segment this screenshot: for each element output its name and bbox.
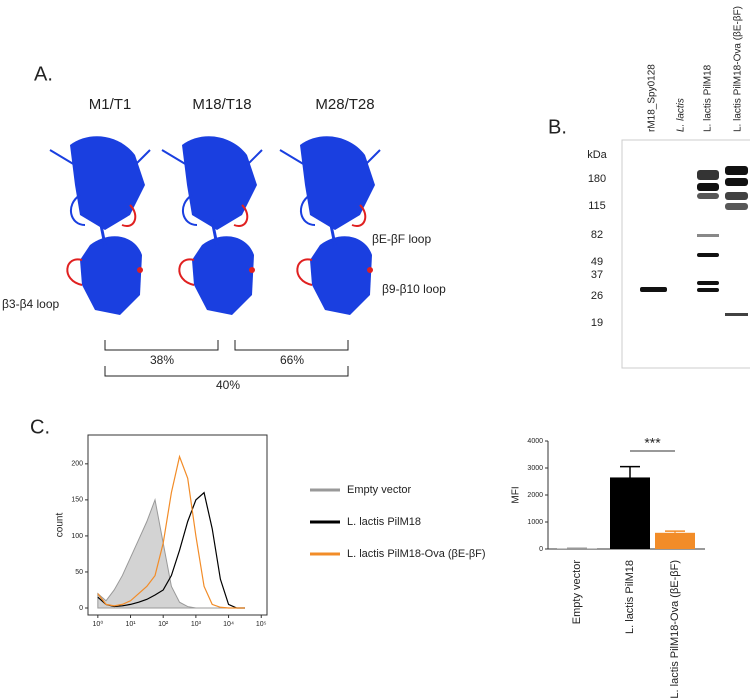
legend-label: L. lactis PilM18-Ova (βE-βF): [347, 548, 486, 560]
panel-label: C.: [30, 416, 50, 438]
y-tick-label: 3000: [527, 465, 543, 472]
x-tick-label: 10³: [191, 621, 202, 628]
x-tick-label: 10¹: [125, 621, 136, 628]
lane-label: L. lactis PilM18: [703, 64, 714, 132]
marker: 19: [591, 317, 603, 329]
structure: [48, 134, 152, 317]
y-axis-label: MFI: [511, 486, 522, 503]
x-tick-label: L. lactis PilM18-Ova (βE-βF): [669, 560, 681, 698]
marker: 49: [591, 256, 603, 268]
y-tick-label: 1000: [527, 519, 543, 526]
y-tick-label: 150: [71, 497, 83, 504]
identity: 40%: [216, 378, 240, 392]
lane-label: rM18_Spy0128: [647, 64, 658, 132]
x-tick-label: 10²: [158, 621, 169, 628]
y-tick-label: 0: [539, 546, 543, 553]
line: [97, 454, 245, 609]
loop-label: β3-β4 loop: [2, 297, 59, 311]
plot-frame: [87, 434, 268, 616]
bands: [640, 166, 748, 316]
marker: 180: [588, 173, 606, 185]
x-tick-label: 10⁵: [256, 621, 267, 628]
structure: [278, 134, 382, 317]
legend-label: Empty vector: [347, 484, 412, 496]
y-tick-label: 2000: [527, 492, 543, 499]
marker: 82: [591, 229, 603, 241]
bar: [610, 477, 650, 549]
error-bar: [665, 530, 685, 533]
identity: 38%: [150, 353, 174, 367]
structure: [160, 134, 264, 317]
marker: 37: [591, 269, 603, 281]
y-axis-label: count: [55, 513, 66, 538]
strain-label: M28/T28: [315, 96, 374, 113]
unit-label: kDa: [587, 149, 607, 161]
significance: ***: [644, 435, 661, 451]
y-tick-label: 200: [71, 461, 83, 468]
y-tick-label: 100: [71, 533, 83, 540]
x-tick-label: L. lactis PilM18: [624, 560, 636, 634]
marker: 115: [588, 200, 606, 212]
lane-label: L. lactis PilM18-Ova (βE-βF): [733, 6, 744, 132]
markers: 180 115 82 49 37 26 19: [588, 173, 606, 329]
strain-label: M1/T1: [89, 96, 132, 113]
brackets: [104, 340, 349, 377]
marker: 26: [591, 290, 603, 302]
lane-label: L. lactis: [676, 98, 687, 132]
x-tick-label: 10⁰: [93, 620, 104, 628]
error-bar: [620, 465, 640, 478]
x-tick-label: 10⁴: [223, 621, 234, 628]
strain-label: M18/T18: [192, 96, 251, 113]
y-tick-label: 0: [79, 605, 83, 612]
line: [97, 491, 245, 609]
panel-label: A.: [34, 63, 53, 85]
legend-label: L. lactis PilM18: [347, 516, 421, 528]
loop-label: β9-β10 loop: [382, 282, 446, 296]
y-tick-label: 50: [75, 569, 83, 576]
x-tick-label: Empty vector: [571, 560, 583, 625]
area: [97, 498, 245, 609]
identity: 66%: [280, 353, 304, 367]
panel-label: B.: [548, 116, 567, 138]
y-tick-label: 4000: [527, 438, 543, 445]
loop-label: βE-βF loop: [372, 232, 431, 246]
bar: [655, 532, 695, 549]
